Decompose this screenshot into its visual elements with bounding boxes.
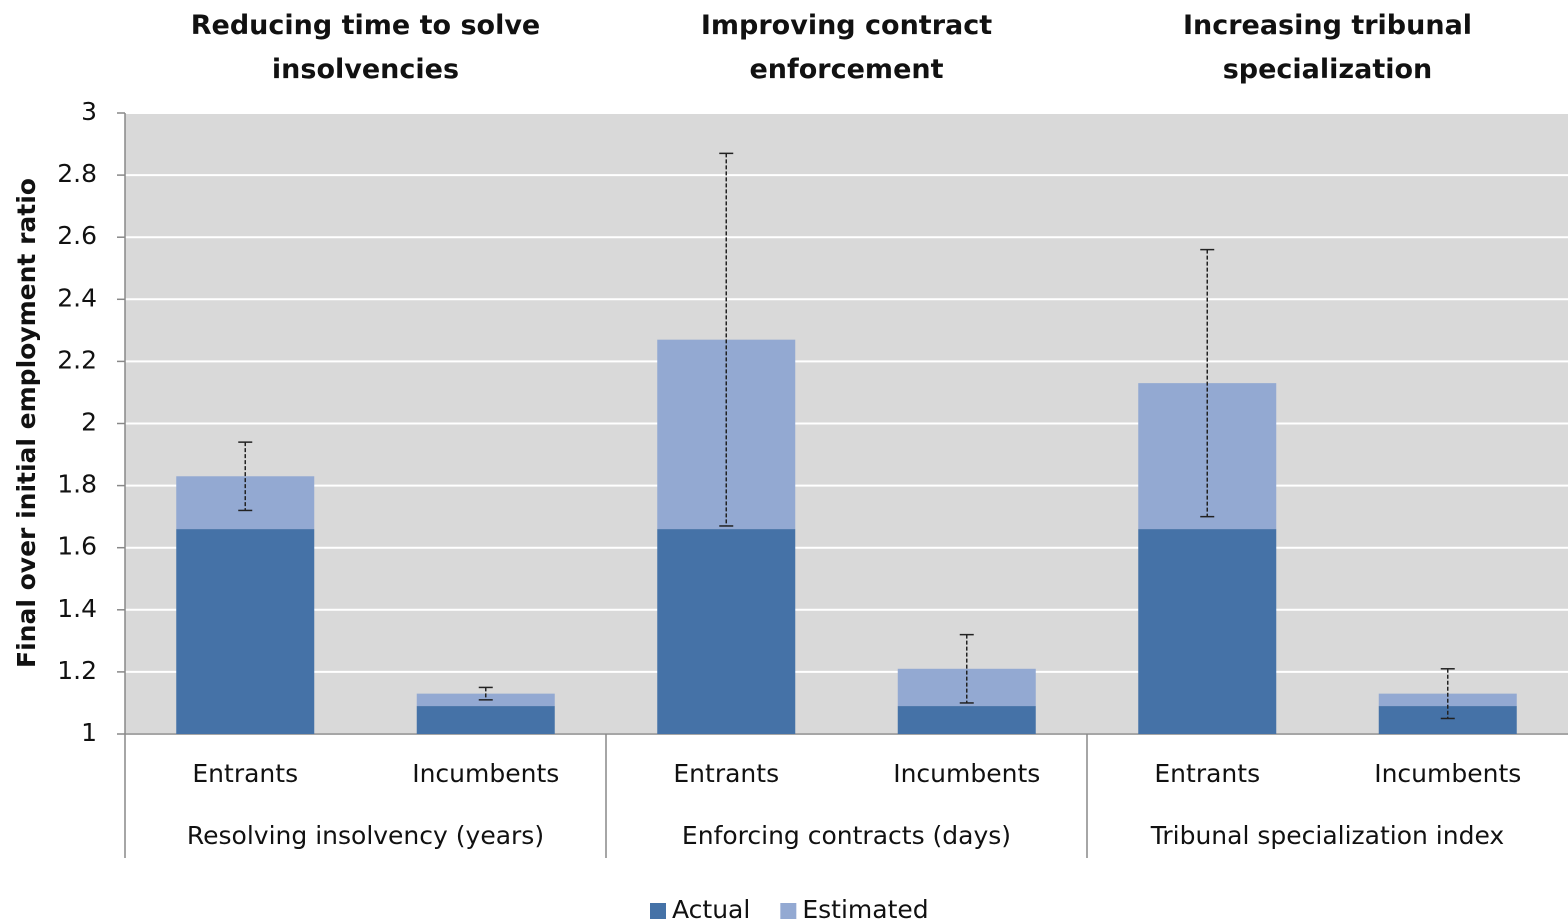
bar-segment	[897, 706, 1036, 734]
y-tick-label: 2.8	[57, 159, 97, 188]
legend-swatch	[780, 903, 797, 919]
y-tick-label: 2.6	[57, 221, 97, 250]
bar-segment	[657, 529, 796, 734]
bar-segment	[657, 339, 796, 530]
legend-label: Estimated	[802, 895, 928, 924]
y-tick-label: 1.6	[57, 532, 97, 561]
group-title: Reducing time to solve insolvencies	[190, 10, 541, 85]
group-label: Resolving insolvency (years)	[187, 821, 544, 850]
x-tick-label: Entrants	[192, 759, 298, 788]
x-tick-label: Entrants	[1154, 759, 1260, 788]
x-tick-label: Incumbents	[893, 759, 1040, 788]
group-title: Increasing tribunal specialization	[1182, 10, 1473, 85]
y-tick-label: 2.2	[57, 345, 97, 374]
group-label: Tribunal specialization index	[1150, 821, 1504, 850]
y-tick-label: 1	[81, 718, 97, 747]
bar-segment	[416, 706, 555, 734]
bar-segment	[1138, 529, 1277, 734]
y-tick-label: 1.2	[57, 656, 97, 685]
y-tick-label: 2.4	[57, 283, 97, 312]
bar-segment	[1378, 706, 1517, 734]
x-tick-label: Incumbents	[1374, 759, 1521, 788]
y-tick-label: 2	[81, 408, 97, 437]
y-tick-label: 3	[81, 97, 97, 126]
bar-segment	[176, 529, 315, 734]
legend-swatch	[650, 903, 666, 919]
legend-label: Actual	[672, 895, 750, 924]
y-tick-label: 1.8	[57, 470, 97, 499]
y-axis-label: Final over initial employment ratio	[12, 178, 41, 668]
bar-segment	[897, 668, 1036, 707]
x-tick-label: Incumbents	[412, 759, 559, 788]
group-label: Enforcing contracts (days)	[682, 821, 1011, 850]
group-title: Improving contract enforcement	[700, 10, 993, 85]
y-tick-label: 1.4	[57, 594, 97, 623]
x-tick-label: Entrants	[673, 759, 779, 788]
